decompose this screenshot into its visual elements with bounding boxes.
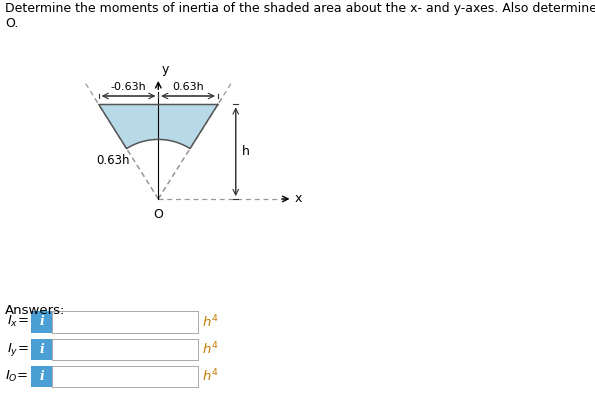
Text: $h^4$: $h^4$ xyxy=(202,314,219,330)
Text: Determine the moments of inertia of the shaded area about the x- and y-axes. Als: Determine the moments of inertia of the … xyxy=(5,2,595,15)
Text: $h^4$: $h^4$ xyxy=(202,341,219,357)
Text: y: y xyxy=(162,63,170,76)
Text: h: h xyxy=(242,145,249,158)
Text: i: i xyxy=(39,315,44,328)
Text: 0.63h: 0.63h xyxy=(172,82,204,92)
Polygon shape xyxy=(99,104,218,149)
Text: $I_O\!=\!$: $I_O\!=\!$ xyxy=(5,368,29,384)
Text: i: i xyxy=(39,343,44,356)
Text: -0.63h: -0.63h xyxy=(111,82,146,92)
Text: $h^4$: $h^4$ xyxy=(202,368,219,384)
Text: Answers:: Answers: xyxy=(5,304,65,317)
Text: O.: O. xyxy=(5,17,18,30)
Text: 0.63h: 0.63h xyxy=(96,153,130,166)
Text: O: O xyxy=(154,208,163,222)
Text: x: x xyxy=(295,193,302,206)
Text: $I_x\!=\!$: $I_x\!=\!$ xyxy=(7,314,29,330)
Text: i: i xyxy=(39,370,44,383)
Text: $I_y\!=\!$: $I_y\!=\!$ xyxy=(7,341,29,358)
